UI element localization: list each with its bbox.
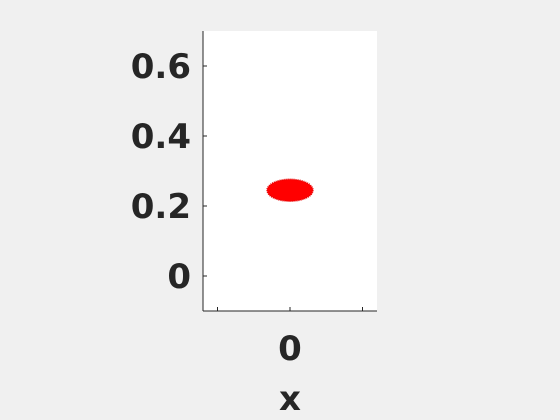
y-tick-label: 0.2 [131,187,191,227]
y-tick-label: 0 [167,257,191,297]
y-axis-ticks: 0 0.2 0.4 0.6 [131,47,207,297]
x-axis-ticks: 0 [217,307,363,369]
y-tick-label: 0.4 [131,117,191,157]
data-marks [266,178,314,202]
data-point [266,178,314,202]
plot-area [203,31,377,311]
y-tick-label: 0.6 [131,47,191,87]
x-axis-label: x [279,379,301,419]
x-tick-label: 0 [278,329,302,369]
